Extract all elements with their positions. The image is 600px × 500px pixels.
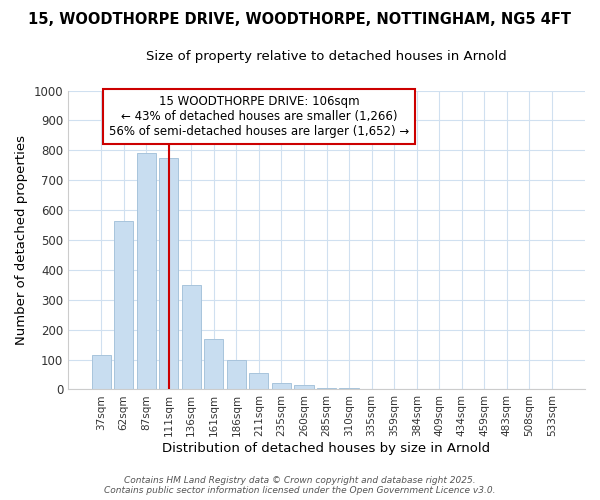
Bar bbox=[295, 385, 314, 390]
Text: Contains HM Land Registry data © Crown copyright and database right 2025.
Contai: Contains HM Land Registry data © Crown c… bbox=[104, 476, 496, 495]
Text: 15, WOODTHORPE DRIVE, WOODTHORPE, NOTTINGHAM, NG5 4FT: 15, WOODTHORPE DRIVE, WOODTHORPE, NOTTIN… bbox=[29, 12, 571, 28]
Bar bbox=[137, 154, 156, 390]
Bar bbox=[227, 360, 246, 390]
Bar bbox=[317, 388, 336, 390]
Bar bbox=[92, 355, 110, 390]
Bar bbox=[272, 384, 291, 390]
X-axis label: Distribution of detached houses by size in Arnold: Distribution of detached houses by size … bbox=[163, 442, 491, 455]
Bar bbox=[159, 158, 178, 390]
Title: Size of property relative to detached houses in Arnold: Size of property relative to detached ho… bbox=[146, 50, 507, 63]
Bar bbox=[182, 285, 201, 390]
Bar bbox=[114, 220, 133, 390]
Bar bbox=[340, 388, 359, 390]
Bar bbox=[250, 373, 268, 390]
Text: 15 WOODTHORPE DRIVE: 106sqm
← 43% of detached houses are smaller (1,266)
56% of : 15 WOODTHORPE DRIVE: 106sqm ← 43% of det… bbox=[109, 95, 409, 138]
Bar bbox=[362, 389, 381, 390]
Y-axis label: Number of detached properties: Number of detached properties bbox=[15, 135, 28, 345]
Bar bbox=[204, 339, 223, 390]
